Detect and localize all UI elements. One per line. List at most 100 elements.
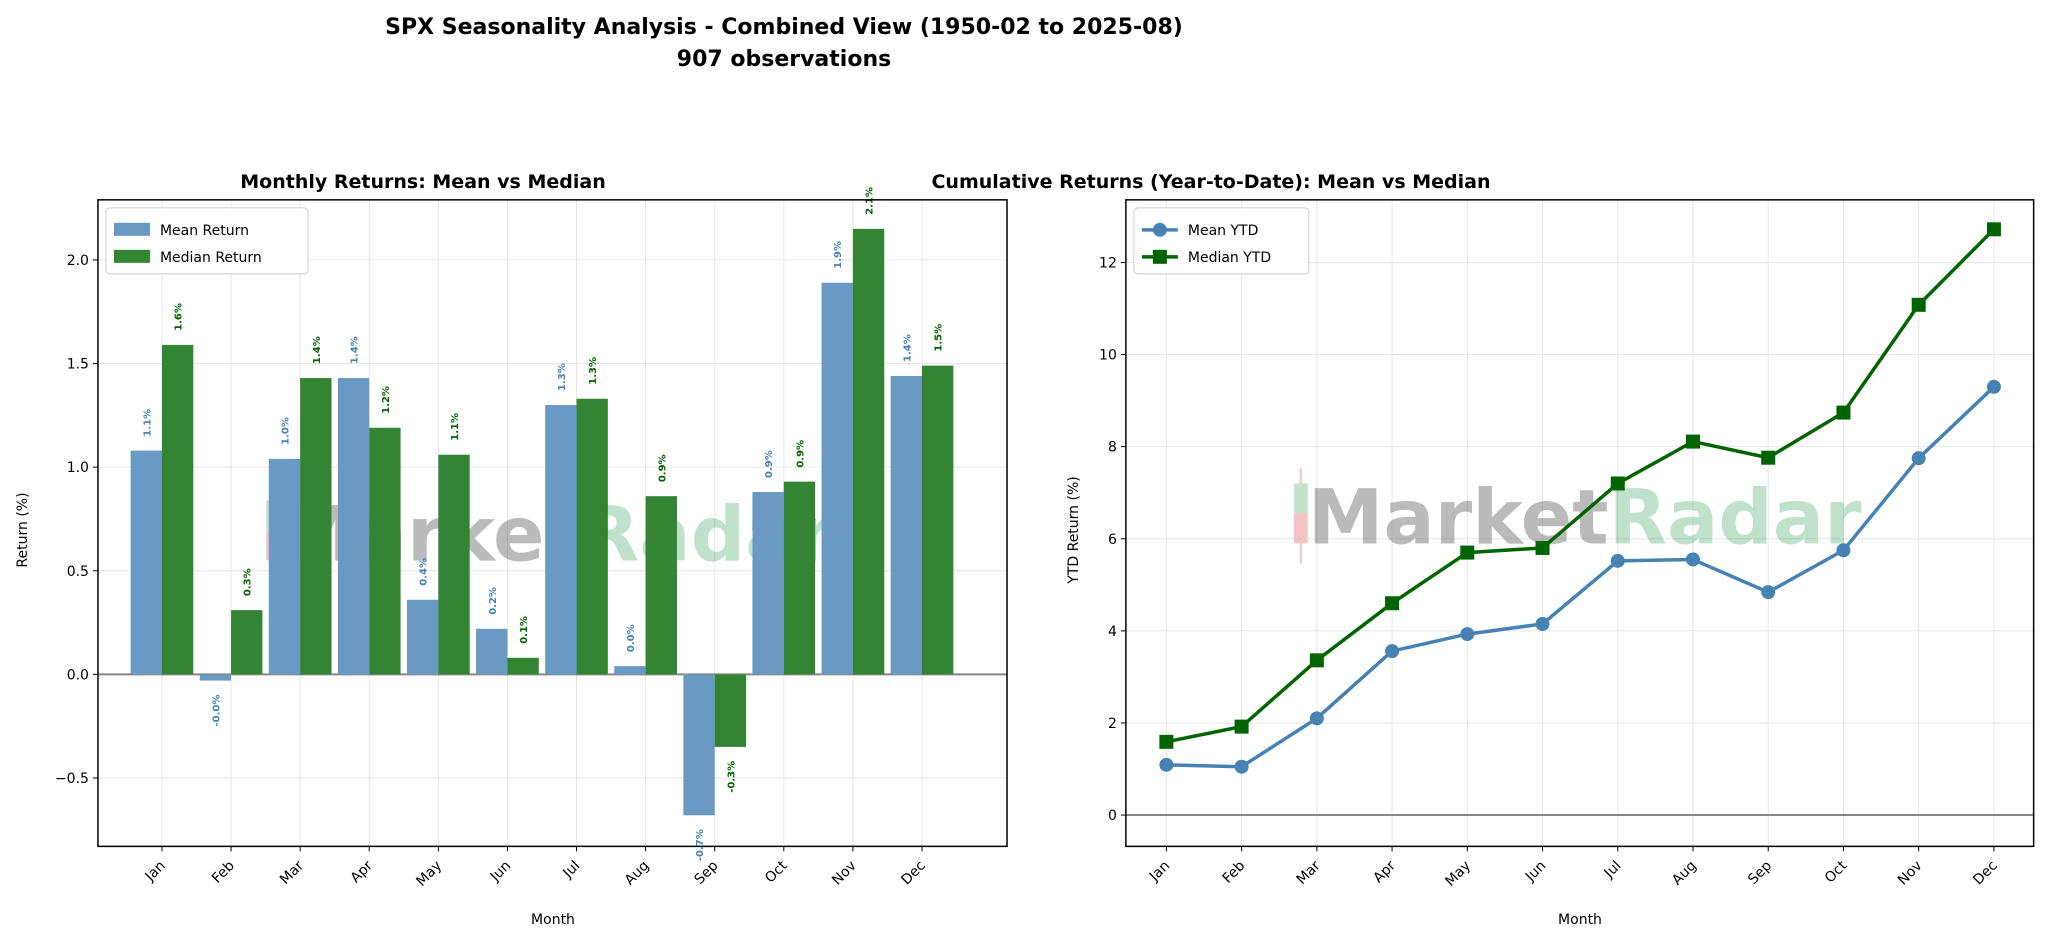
median-bar — [645, 496, 677, 675]
median-bar — [231, 610, 263, 675]
mean-data-label: 1.4% — [902, 334, 913, 362]
mean-ytd-point — [1685, 552, 1700, 567]
y-tick-label: 12 — [1099, 255, 1117, 271]
median-bar — [300, 378, 332, 675]
mean-ytd-point — [1234, 759, 1249, 774]
mean-data-label: 1.3% — [557, 363, 568, 391]
mean-bar — [268, 458, 301, 675]
y-tick-label: 1.0 — [67, 460, 89, 476]
mean-bar — [614, 666, 646, 675]
x-tick-label: Dec — [1970, 858, 2000, 888]
watermark-market: Market — [1308, 472, 1609, 561]
median-ytd-line — [1166, 228, 1996, 744]
x-tick-label: Aug — [622, 858, 653, 889]
y-tick-label: 0 — [1108, 808, 1117, 824]
median-data-label: 1.6% — [174, 303, 185, 331]
watermark-candle-green — [1293, 483, 1308, 514]
mean-bar — [337, 378, 370, 675]
x-tick-label: Sep — [692, 858, 722, 888]
median-ytd-point — [1385, 596, 1400, 611]
x-tick-label: Oct — [1822, 858, 1851, 887]
x-tick-label: Apr — [348, 858, 377, 887]
mean-data-label: 0.9% — [764, 450, 775, 478]
monthly-returns-chart: Monthly Returns: Mean vs Median Month Re… — [15, 171, 1008, 928]
x-tick-label: Jan — [141, 858, 168, 885]
median-bar — [852, 228, 885, 675]
median-bar — [576, 398, 608, 675]
mean-bar — [130, 450, 162, 675]
mean-data-label: 0.2% — [488, 587, 499, 615]
left-chart-title: Monthly Returns: Mean vs Median — [240, 171, 605, 193]
y-tick-label: 2 — [1108, 716, 1117, 732]
median-ytd-point — [1610, 476, 1625, 491]
median-bar — [438, 454, 470, 675]
median-data-label: 1.2% — [381, 386, 392, 414]
legend-label: Median YTD — [1188, 250, 1271, 266]
mean-bar — [476, 628, 508, 675]
mean-data-label: 0.0% — [626, 624, 637, 652]
y-tick-label: −0.5 — [55, 771, 89, 787]
legend: Mean YTD Median YTD — [1133, 207, 1310, 275]
x-tick-label: Jun — [487, 858, 514, 885]
median-data-label: -0.3% — [726, 761, 737, 793]
mean-bar — [752, 492, 784, 675]
median-ytd-point — [1911, 297, 1926, 312]
y-tick-label: 0.0 — [67, 667, 89, 683]
x-tick-label: Feb — [209, 858, 238, 887]
figure-title: SPX Seasonality Analysis - Combined View… — [385, 15, 1183, 40]
mean-data-label: 1.9% — [833, 241, 844, 269]
median-data-label: 1.4% — [312, 336, 323, 364]
x-tick-label: Oct — [762, 858, 791, 887]
mean-data-label: 1.1% — [142, 409, 153, 437]
median-bar — [783, 481, 816, 675]
y-tick-label: 1.5 — [67, 357, 89, 373]
mean-bar — [199, 674, 232, 681]
mean-ytd-point — [1986, 379, 2001, 394]
mean-bar — [406, 599, 439, 675]
mean-ytd-point — [1159, 757, 1174, 772]
median-bar — [507, 657, 539, 675]
x-tick-label: Jul — [1601, 858, 1625, 882]
mean-ytd-point — [1610, 553, 1625, 568]
right-chart-title: Cumulative Returns (Year-to-Date): Mean … — [931, 171, 1490, 193]
median-bar — [921, 365, 954, 675]
right-x-label: Month — [1558, 912, 1602, 928]
mean-data-label: -0.7% — [695, 829, 706, 861]
x-tick-label: Feb — [1220, 858, 1249, 887]
legend-swatch — [113, 222, 150, 236]
x-tick-label: Mar — [1294, 858, 1324, 888]
x-tick-label: Aug — [1669, 858, 1700, 889]
x-tick-label: May — [413, 858, 445, 890]
mean-data-label: 1.4% — [350, 336, 361, 364]
y-tick-label: 0.5 — [67, 564, 89, 580]
median-data-label: 0.9% — [657, 454, 668, 482]
mean-ytd-point — [1535, 616, 1550, 631]
watermark-logo: MarketRadar — [1308, 472, 1862, 561]
legend-label: Mean Return — [160, 223, 249, 239]
y-tick-label: 10 — [1099, 348, 1117, 364]
median-bar — [714, 674, 747, 747]
median-data-label: 0.9% — [795, 440, 806, 468]
mean-data-label: 0.4% — [419, 558, 430, 586]
x-tick-label: Jun — [1522, 858, 1549, 885]
median-bar — [161, 344, 194, 675]
median-data-label: 2.1% — [865, 187, 876, 215]
legend: Mean Return Median Return — [105, 207, 309, 275]
x-tick-label: May — [1442, 858, 1474, 890]
plot-frame — [1125, 199, 2035, 848]
x-tick-label: Jul — [559, 858, 583, 882]
median-data-label: 1.3% — [588, 357, 599, 385]
left-y-label: Return (%) — [15, 492, 31, 567]
median-ytd-point — [1309, 653, 1324, 668]
median-bar — [369, 427, 401, 675]
x-tick-label: Apr — [1370, 858, 1399, 887]
median-data-label: 0.3% — [243, 568, 254, 596]
median-ytd-point — [1986, 222, 2001, 237]
median-ytd-point — [1685, 434, 1700, 449]
mean-ytd-point — [1911, 451, 1926, 466]
mean-ytd-point — [1385, 644, 1400, 659]
y-tick-label: 8 — [1108, 440, 1117, 456]
x-tick-label: Sep — [1745, 858, 1775, 888]
median-data-label: 1.1% — [450, 413, 461, 441]
